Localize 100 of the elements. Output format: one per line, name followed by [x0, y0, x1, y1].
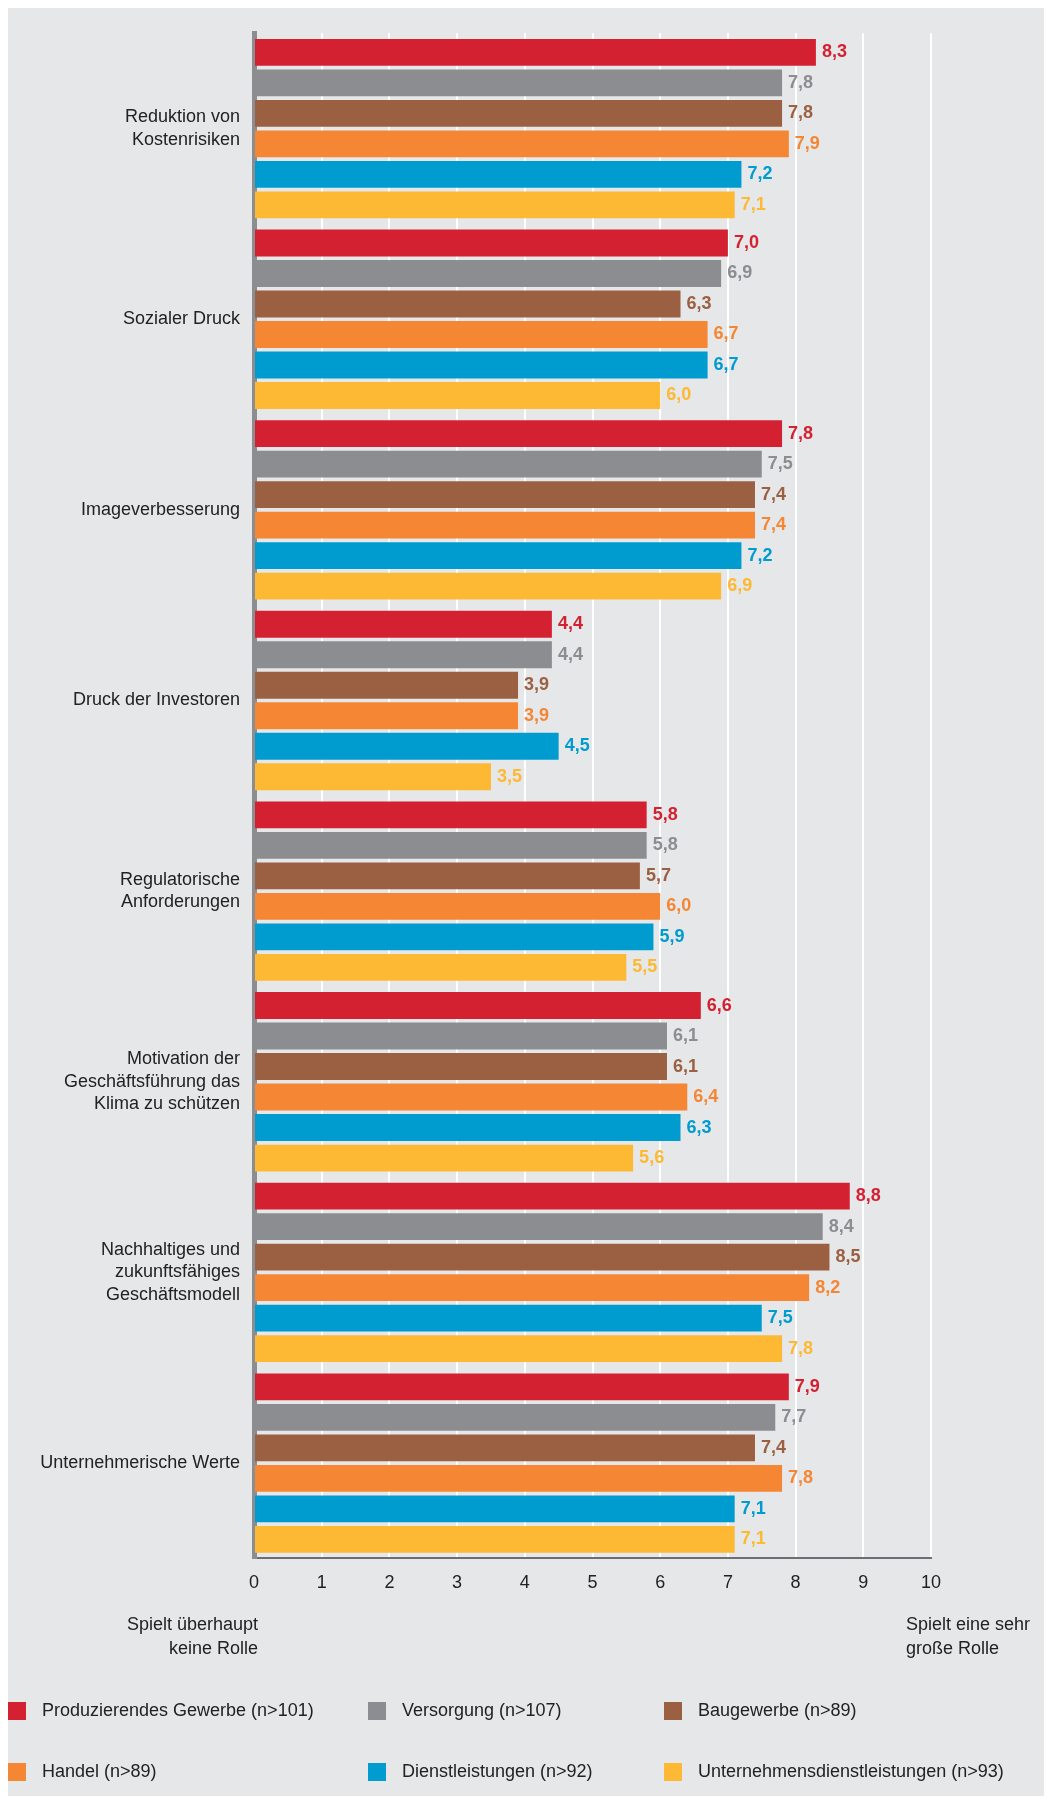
y-tick-label: Imageverbesserung [80, 498, 240, 519]
x-tick-label: 6 [655, 1572, 666, 1593]
bar [255, 1114, 681, 1141]
x-tick-label: 5 [587, 1572, 598, 1593]
data-label: 5,7 [645, 864, 671, 885]
y-tick-label: Motivation der Geschäftsführung das Klima zu schützen [63, 1048, 240, 1114]
x-tick-label: 2 [384, 1572, 395, 1593]
bar [255, 923, 654, 951]
x-tick-label: 4 [519, 1572, 530, 1593]
data-label: 7,9 [794, 1375, 820, 1396]
data-label: 7,2 [747, 163, 773, 184]
bar [255, 671, 519, 699]
data-label: 6,0 [666, 384, 692, 405]
legend-label: Unternehmensdienstleistungen (n>93) [698, 1761, 1004, 1782]
data-label: 5,9 [659, 925, 685, 946]
bar [255, 1182, 850, 1210]
data-label: 7,4 [760, 1436, 787, 1457]
y-tick-label: Reduktion von Kostenrisiken [124, 106, 240, 149]
data-label: 8,4 [828, 1215, 854, 1236]
y-tick-label: Unternehmerische Werte [40, 1452, 240, 1473]
bar [255, 130, 789, 158]
data-label: 7,4 [760, 483, 787, 504]
data-label: 8,5 [835, 1246, 861, 1267]
bar [255, 1335, 783, 1363]
x-tick-label: 10 [920, 1572, 942, 1593]
data-label: 6,3 [686, 292, 712, 313]
bar [255, 702, 519, 730]
bar [255, 542, 742, 570]
bar [255, 1525, 735, 1553]
bar [255, 1373, 789, 1401]
y-tick-label: Regulatorische Anforderungen [119, 868, 240, 912]
bar [255, 481, 755, 509]
bar [255, 1464, 783, 1492]
bar [255, 953, 627, 981]
bar [255, 1243, 830, 1271]
legend-label: Baugewerbe (n>89) [698, 1700, 857, 1721]
data-label: 3,9 [524, 704, 550, 725]
x-tick-label: 7 [722, 1572, 733, 1593]
data-label: 7,8 [788, 1337, 814, 1358]
legend-label: Dienstleistungen (n>92) [402, 1761, 593, 1782]
data-label: 5,8 [652, 803, 678, 824]
data-label: 7,8 [788, 71, 814, 92]
bar [255, 801, 647, 829]
bar [255, 290, 681, 318]
x-tick-label: 0 [248, 1572, 260, 1593]
data-label: 7,8 [788, 102, 814, 123]
bar [255, 763, 491, 791]
bar [255, 1434, 755, 1462]
bar [255, 610, 552, 638]
x-tick-label: 9 [858, 1572, 869, 1593]
data-label: 7,1 [740, 193, 766, 214]
bar [255, 732, 559, 760]
bar [255, 1053, 667, 1080]
bar [255, 351, 708, 379]
data-label: 4,4 [557, 613, 583, 634]
bar [255, 229, 728, 257]
data-label: 6,6 [706, 994, 732, 1015]
data-label: 7,4 [760, 514, 787, 535]
bar [255, 1495, 735, 1523]
data-label: 7,2 [747, 544, 773, 565]
x-tick-label: 8 [790, 1572, 801, 1593]
bar [255, 321, 708, 348]
data-label: 7,7 [781, 1406, 807, 1427]
legend-label: Produzierendes Gewerbe (n>101) [42, 1700, 314, 1721]
bar [255, 420, 783, 448]
data-label: 3,5 [496, 765, 522, 786]
bar [255, 1304, 762, 1332]
data-label: 8,3 [821, 41, 847, 62]
data-label: 6,1 [672, 1025, 698, 1045]
y-tick-label: Druck der Investoren [72, 689, 240, 710]
bar [255, 892, 661, 920]
data-label: 8,2 [815, 1276, 841, 1297]
data-label: 6,9 [727, 262, 753, 283]
y-tick-label: Sozialer Druck [122, 308, 241, 329]
data-label: 4,4 [557, 643, 583, 664]
data-label: 4,5 [564, 735, 590, 756]
data-label: 8,8 [855, 1185, 881, 1206]
data-label: 5,5 [632, 956, 658, 977]
data-label: 7,9 [794, 132, 820, 153]
data-label: 7,5 [767, 1307, 793, 1328]
bar [255, 191, 735, 219]
bar [255, 572, 722, 600]
text: Spielt überhaupt keine Rolle [125, 1613, 258, 1660]
data-label: 6,0 [666, 895, 692, 916]
legend-label: Handel (n>89) [42, 1761, 157, 1782]
data-label: 7,5 [767, 453, 793, 474]
bar [255, 382, 661, 409]
data-label: 6,7 [713, 323, 739, 344]
text: Spielt eine sehr große Rolle [906, 1613, 1032, 1660]
data-label: 7,8 [788, 1467, 814, 1488]
data-label: 3,9 [524, 674, 550, 695]
bar [255, 1274, 810, 1302]
data-label: 7,0 [733, 231, 759, 252]
data-label: 7,1 [740, 1497, 766, 1518]
data-label: 6,1 [672, 1055, 698, 1076]
x-tick-label: 1 [316, 1572, 327, 1593]
data-label: 6,7 [713, 353, 739, 374]
bar [255, 1083, 688, 1111]
bar [255, 992, 701, 1019]
data-label: 5,8 [652, 834, 678, 855]
